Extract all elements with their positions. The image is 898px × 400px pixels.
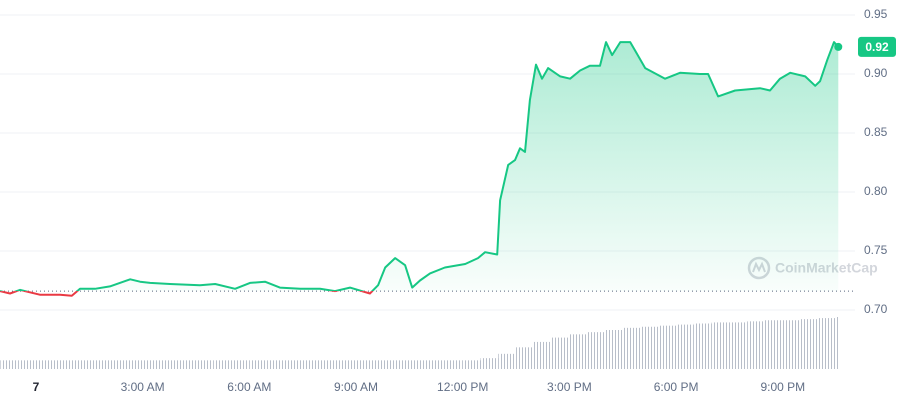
volume-bar bbox=[267, 360, 285, 369]
price-badge-label: 0.92 bbox=[865, 40, 889, 54]
volume-bar bbox=[356, 360, 374, 369]
volume-bar bbox=[409, 360, 428, 369]
volume-bar bbox=[480, 358, 499, 369]
volume-bar bbox=[178, 360, 196, 369]
y-tick-label: 0.95 bbox=[864, 7, 888, 21]
volume-bar bbox=[107, 360, 125, 369]
volume-bar bbox=[622, 327, 641, 369]
x-tick-label: 12:00 PM bbox=[437, 380, 488, 394]
volume-bar bbox=[231, 360, 250, 369]
volume-bar bbox=[782, 320, 801, 369]
volume-bar bbox=[498, 353, 517, 369]
price-area bbox=[0, 42, 839, 292]
volume-bar bbox=[604, 330, 623, 369]
volume-bar bbox=[320, 360, 339, 369]
volume-bar bbox=[836, 317, 838, 369]
volume-bar bbox=[711, 322, 730, 369]
volume-bar bbox=[551, 337, 570, 369]
volume-bar bbox=[533, 341, 552, 369]
volume-bar bbox=[676, 324, 694, 369]
volume-bar bbox=[35, 360, 54, 369]
volume-bar bbox=[142, 360, 161, 369]
x-tick-label: 6:00 AM bbox=[227, 380, 271, 394]
volume-bar bbox=[284, 360, 303, 369]
volume-bar bbox=[587, 332, 605, 369]
y-tick-label: 0.90 bbox=[864, 66, 888, 80]
volume-bar bbox=[18, 360, 36, 369]
volume-bar bbox=[249, 360, 268, 369]
x-tick-label: 3:00 PM bbox=[547, 380, 592, 394]
last-point bbox=[834, 42, 843, 51]
volume-bar bbox=[693, 323, 712, 369]
volume-bar bbox=[71, 360, 90, 369]
volume-bar bbox=[658, 325, 677, 369]
y-tick-label: 0.80 bbox=[864, 184, 888, 198]
volume-bar bbox=[640, 326, 659, 369]
volume-bar bbox=[195, 360, 214, 369]
volume-bar bbox=[391, 360, 410, 369]
x-tick-label: 9:00 PM bbox=[760, 380, 805, 394]
volume-bar bbox=[53, 360, 72, 369]
x-tick-label: 6:00 PM bbox=[654, 380, 699, 394]
volume-bar bbox=[89, 360, 108, 369]
price-badge bbox=[858, 36, 896, 57]
volume-bar bbox=[516, 347, 534, 369]
y-tick-label: 0.70 bbox=[864, 302, 888, 316]
volume-bar bbox=[338, 360, 357, 369]
volume-bar bbox=[427, 360, 445, 369]
y-tick-label: 0.75 bbox=[864, 243, 888, 257]
volume-bar bbox=[444, 360, 463, 369]
volume-bar bbox=[160, 360, 179, 369]
volume-bar bbox=[373, 360, 392, 369]
volume-bar bbox=[765, 320, 783, 369]
volume-bar bbox=[302, 360, 321, 369]
x-tick-label: 9:00 AM bbox=[334, 380, 378, 394]
y-tick-label: 0.85 bbox=[864, 125, 888, 139]
volume-bar bbox=[213, 360, 232, 369]
volume-bar bbox=[0, 360, 19, 369]
x-tick-label: 3:00 AM bbox=[121, 380, 165, 394]
volume-bar bbox=[800, 319, 819, 369]
volume-bar bbox=[124, 360, 143, 369]
volume-bar bbox=[462, 360, 481, 369]
volume-bar bbox=[747, 321, 766, 369]
volume-bar bbox=[818, 318, 837, 369]
volume-bar bbox=[569, 334, 588, 369]
price-line-up bbox=[0, 41, 840, 292]
volume-bar bbox=[729, 322, 748, 369]
x-tick-label: 7 bbox=[33, 380, 40, 394]
